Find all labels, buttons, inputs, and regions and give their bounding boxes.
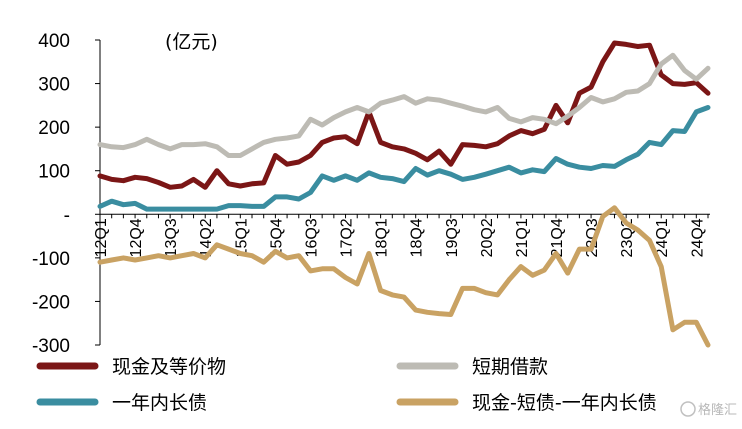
y-axis-ticks: 400 300 200 100 - -100 -200 -300	[32, 31, 100, 357]
series-line-3	[97, 105, 711, 212]
unit-label: (亿元)	[165, 31, 218, 53]
y-tick-label: 300	[38, 75, 70, 96]
x-tick-label: 15Q4	[268, 218, 285, 257]
x-tick-label: 20Q2	[479, 218, 496, 257]
x-tick-label: 24Q4	[689, 218, 706, 257]
series-line-2	[97, 52, 711, 158]
y-tick-label: -200	[32, 292, 70, 313]
watermark: 格隆汇	[680, 401, 737, 418]
series-line-1	[97, 40, 711, 190]
y-tick-label: 400	[38, 31, 70, 52]
watermark-logo-icon	[680, 401, 696, 417]
y-tick-label: 100	[38, 162, 70, 183]
series-lines	[97, 40, 711, 348]
x-tick-label: 13Q3	[163, 218, 180, 257]
x-axis-ticks: 12Q1 12Q4 13Q3 14Q2 15Q1 15Q4 16Q3 17Q2 18Q1 18Q4…	[93, 214, 709, 257]
x-tick-label: 17Q2	[339, 218, 356, 257]
y-tick-label: -100	[32, 249, 70, 270]
x-tick-label: 12Q1	[93, 218, 110, 257]
legend-label-2: 短期借款	[472, 356, 548, 378]
legend-label-3: 一年内长债	[112, 392, 207, 414]
x-tick-label: 16Q3	[303, 218, 320, 257]
x-tick-label: 24Q1	[654, 218, 671, 257]
x-tick-label: 21Q4	[549, 218, 566, 257]
x-tick-label: 19Q3	[444, 218, 461, 257]
x-tick-label: 14Q2	[198, 218, 215, 257]
watermark-text: 格隆汇	[698, 402, 737, 418]
y-tick-label: -300	[32, 336, 70, 357]
x-tick-label: 18Q1	[374, 218, 391, 257]
x-tick-label: 18Q4	[409, 218, 426, 257]
y-tick-label: -	[64, 205, 70, 226]
legend-label-4: 现金-短债-一年内长债	[472, 392, 657, 414]
legend-label-1: 现金及等价物	[112, 356, 226, 378]
x-tick-label: 15Q1	[233, 218, 250, 257]
x-tick-label: 21Q1	[514, 218, 531, 257]
y-tick-label: 200	[38, 118, 70, 139]
series-line-4	[97, 205, 711, 348]
x-tick-label: 12Q4	[128, 218, 145, 257]
